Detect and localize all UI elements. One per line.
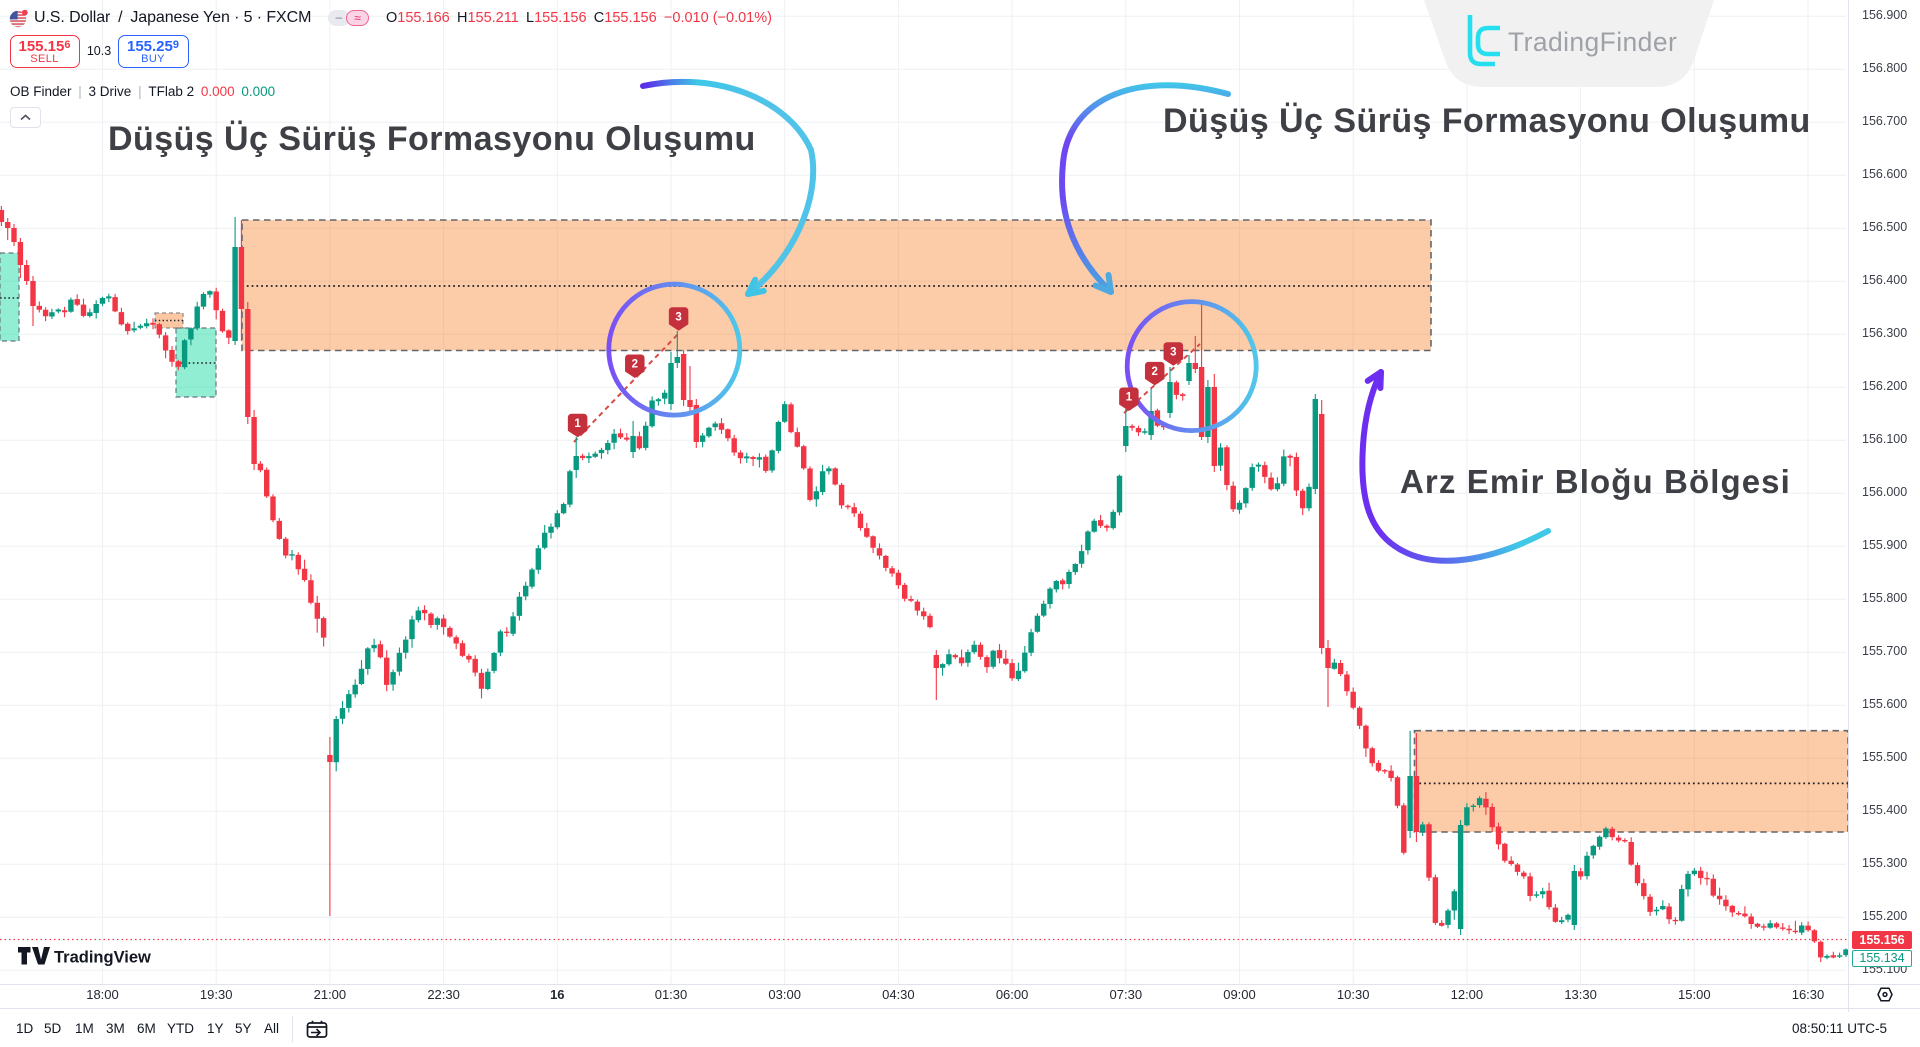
svg-text:3: 3 [1170,346,1176,358]
svg-text:2: 2 [1151,366,1157,378]
svg-text:1: 1 [1126,392,1133,404]
svg-text:3: 3 [675,311,681,323]
svg-text:2: 2 [632,359,638,371]
svg-text:TradingView: TradingView [54,949,151,967]
svg-text:1: 1 [574,418,581,430]
svg-text:TradingFinder: TradingFinder [1508,27,1677,57]
